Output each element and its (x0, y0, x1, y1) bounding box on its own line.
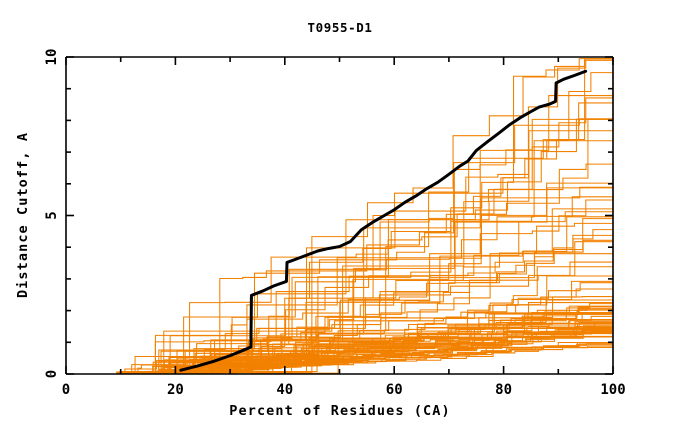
ensemble-curve (132, 207, 614, 374)
ensemble-curve (138, 193, 614, 374)
x-axis-title: Percent of Residues (CA) (229, 403, 450, 419)
x-tick-label: 20 (167, 382, 184, 398)
ensemble-curve (213, 93, 614, 373)
ensemble-curve (237, 183, 614, 373)
y-tick-label: 5 (44, 211, 60, 219)
y-axis-title: Distance Cutoff, A (15, 132, 31, 298)
ensemble-curve (138, 109, 614, 374)
ensemble-curve (173, 188, 614, 374)
y-tick-label: 10 (44, 49, 60, 66)
x-tick-label: 40 (276, 382, 293, 398)
ensemble-curve (138, 182, 613, 373)
x-tick-label: 100 (600, 382, 625, 398)
ensemble-curve (251, 72, 614, 373)
ensemble-curve (230, 59, 613, 373)
axis-tick-labels: 0 20 40 60 80 100 0 5 10 (44, 49, 626, 398)
ensemble-curve (208, 59, 613, 374)
chart-title: T0955-D1 (307, 20, 372, 35)
axis-ticks (65, 56, 614, 375)
x-tick-label: 80 (495, 382, 512, 398)
ensemble-curve (212, 280, 613, 373)
highlighted-prediction-curve (179, 69, 588, 372)
ensemble-curve (141, 176, 614, 374)
x-tick-label: 0 (62, 382, 70, 398)
ensemble-curve (188, 194, 614, 373)
ensemble-curve (273, 60, 614, 374)
ensemble-curve (187, 58, 614, 374)
y-tick-label: 0 (44, 370, 60, 378)
ensemble-curve (147, 296, 614, 373)
ensemble-curve (170, 70, 614, 374)
ensemble-curve (263, 164, 614, 373)
ensemble-curve (232, 220, 614, 374)
ensemble-curve (208, 58, 613, 374)
x-tick-label: 60 (386, 382, 403, 398)
ensemble-curve (178, 163, 613, 374)
ensemble-curves-group (115, 58, 614, 374)
